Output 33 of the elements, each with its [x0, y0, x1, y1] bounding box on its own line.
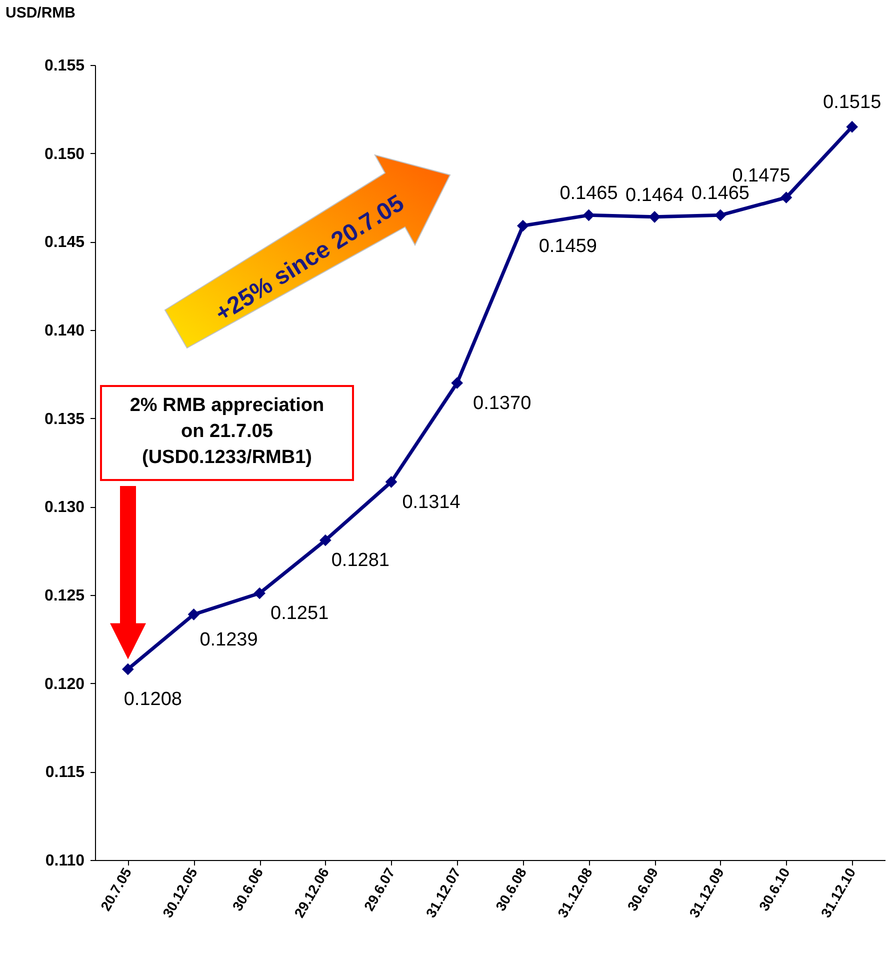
- point: [780, 192, 792, 204]
- data-label: 0.1459: [538, 236, 597, 257]
- y-tick-label: 0.130: [44, 499, 85, 516]
- point: [517, 220, 529, 232]
- data-label: 0.1515: [823, 92, 882, 113]
- y-tick-label: 0.155: [44, 58, 85, 74]
- data-label: 0.1239: [200, 629, 258, 650]
- point: [254, 587, 266, 600]
- point: [385, 476, 398, 488]
- y-tick-label: 0.120: [44, 676, 85, 693]
- y-tick-label: 0.110: [45, 852, 85, 870]
- data-label: 0.1370: [473, 393, 532, 414]
- y-tick-label: 0.125: [44, 588, 85, 604]
- point: [122, 663, 134, 676]
- data-label: 0.1281: [331, 550, 390, 572]
- y-tick-label: 0.140: [44, 322, 85, 340]
- point: [188, 608, 200, 620]
- data-label: 0.1314: [402, 492, 461, 513]
- y-tick-label: 0.135: [44, 410, 85, 428]
- data-label: 0.1464: [626, 184, 684, 206]
- y-axis-title: USD/RMB: [6, 4, 76, 22]
- y-tick-label: 0.115: [45, 764, 85, 782]
- note-box: 2% RMB appreciation on 21.7.05 (USD0.1233/RMB1): [100, 385, 354, 481]
- data-label: 0.1208: [124, 689, 182, 710]
- y-tick-label: 0.150: [44, 146, 85, 163]
- point: [320, 534, 332, 546]
- point: [451, 377, 463, 389]
- data-label: 0.1465: [560, 183, 618, 204]
- y-tick-label: 0.145: [44, 234, 85, 252]
- point: [846, 120, 858, 133]
- point: [648, 211, 660, 223]
- data-label: 0.1251: [270, 603, 329, 624]
- point: [714, 209, 726, 222]
